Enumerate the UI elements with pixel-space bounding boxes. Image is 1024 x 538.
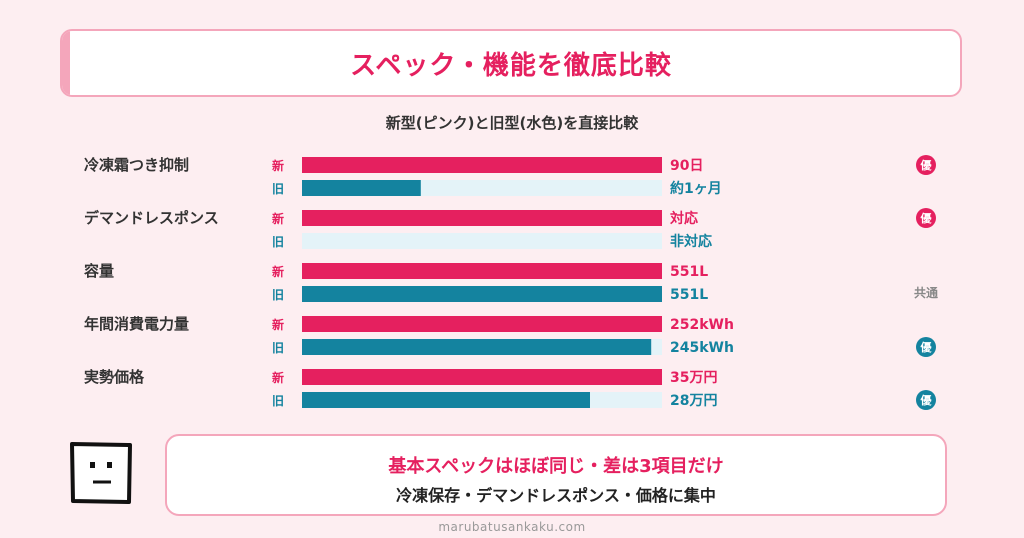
- new-value-label: 252kWh: [670, 317, 734, 333]
- old-row-label: 旧: [272, 341, 284, 355]
- title-accent: [62, 31, 70, 95]
- new-value-label: 対応: [669, 210, 698, 227]
- summary-headline: 基本スペックはほぼ同じ・差は3項目だけ: [388, 456, 724, 477]
- title-box: スペック・機能を徹底比較: [60, 29, 962, 97]
- new-bar: [302, 316, 662, 332]
- new-bar: [302, 157, 662, 173]
- summary-detail: 冷凍保存・デマンドレスポンス・価格に集中: [396, 486, 716, 505]
- old-row-label: 旧: [272, 394, 284, 408]
- old-bar: [302, 180, 421, 196]
- chart-subtitle: 新型(ピンク)と旧型(水色)を直接比較: [385, 114, 639, 132]
- common-badge: 共通: [914, 285, 938, 300]
- old-row-label: 旧: [272, 182, 284, 196]
- new-bar: [302, 369, 662, 385]
- category-label: 容量: [83, 262, 114, 280]
- winner-badge-text: 優: [920, 211, 933, 225]
- category-label: 実勢価格: [84, 368, 145, 386]
- winner-badge: [916, 390, 936, 410]
- new-row-label: 新: [272, 211, 284, 226]
- winner-badge-text: 優: [920, 393, 933, 407]
- new-bar: [302, 210, 662, 226]
- old-value-label: 非対応: [670, 233, 712, 250]
- page-title: スペック・機能を徹底比較: [350, 50, 672, 81]
- winner-badge: [916, 208, 936, 228]
- new-value-label: 551L: [670, 264, 708, 280]
- category-label: 年間消費電力量: [84, 315, 189, 333]
- category-label: 冷凍霜つき抑制: [84, 156, 189, 174]
- comparison-chart: 冷凍霜つき抑制新 90日旧 約1ヶ月優デマンドレスポンス新対応旧 非対応優容量新 551…: [83, 155, 938, 410]
- old-value-label: 245kWh: [670, 340, 734, 356]
- footer-domain: marubatusankaku.com: [438, 520, 586, 534]
- new-bar: [302, 263, 662, 279]
- winner-badge-text: 優: [920, 340, 933, 354]
- old-value-label: 約1ヶ月: [670, 180, 722, 197]
- new-value-label: 90日: [670, 158, 703, 174]
- winner-badge-text: 優: [920, 158, 933, 172]
- old-value-label: 28万円: [670, 393, 717, 409]
- old-row-label: 旧: [272, 288, 284, 302]
- old-row-label: 旧: [272, 235, 284, 249]
- bar-track: [302, 233, 662, 249]
- old-value-label: 551L: [670, 287, 708, 303]
- winner-badge: [916, 155, 936, 175]
- new-row-label: 新: [272, 317, 284, 332]
- new-value-label: 35万円: [670, 370, 717, 386]
- old-bar: [302, 392, 590, 408]
- old-bar: [302, 339, 652, 355]
- old-bar: [302, 286, 662, 302]
- new-row-label: 新: [272, 264, 284, 279]
- square-face-icon: [66, 438, 136, 508]
- winner-badge: [916, 337, 936, 357]
- new-row-label: 新: [272, 370, 284, 385]
- new-row-label: 新: [272, 158, 284, 173]
- category-label: デマンドレスポンス: [84, 209, 219, 227]
- summary-box: 基本スペックはほぼ同じ・差は3項目だけ 冷凍保存・デマンドレスポンス・価格に集中: [165, 434, 947, 516]
